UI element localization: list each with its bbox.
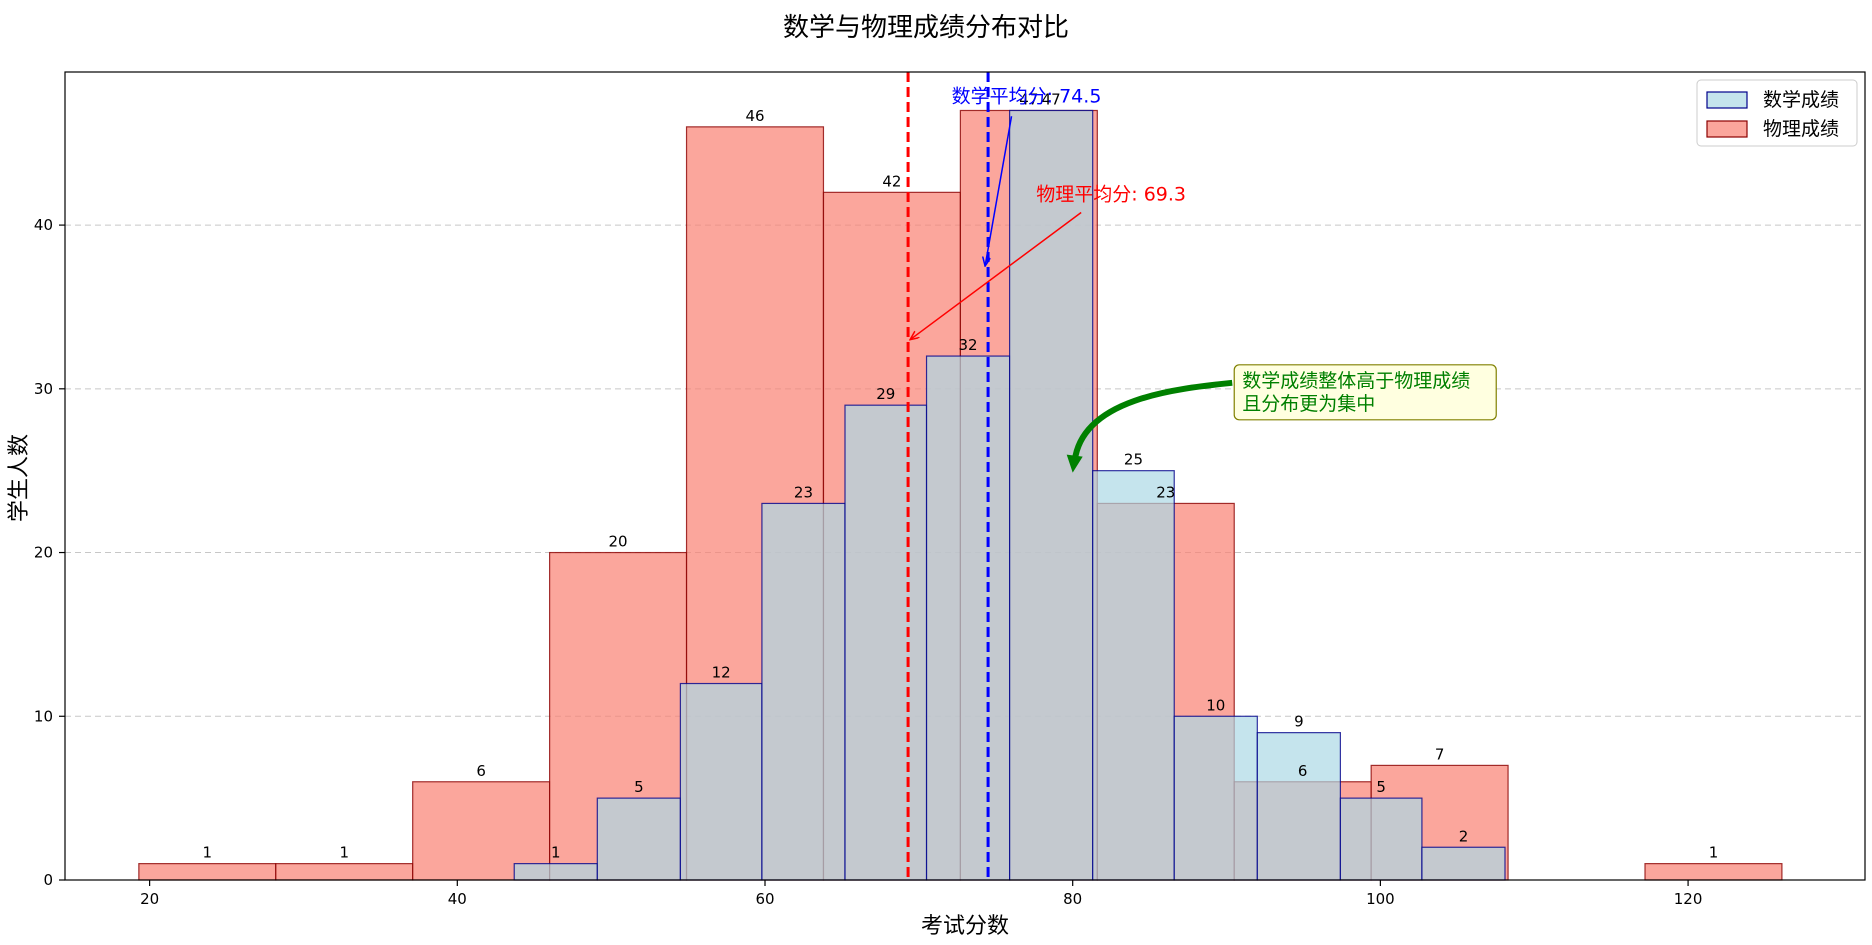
bar-count-label: 20	[609, 533, 628, 551]
bar-physics	[275, 863, 414, 881]
bar-count-label: 6	[1298, 762, 1308, 780]
bar-count-label: 1	[1709, 844, 1719, 862]
bar-count-label: 5	[1376, 778, 1386, 796]
annotation-conclusion-line: 数学成绩整体高于物理成绩	[1242, 370, 1470, 392]
x-tick-label: 100	[1366, 890, 1395, 908]
x-tick-label: 60	[755, 890, 774, 908]
bar-math	[1173, 715, 1258, 881]
legend-swatch	[1706, 91, 1748, 109]
bar-physics	[138, 863, 277, 881]
bar-count-label: 29	[876, 385, 895, 403]
annotation-conclusion: 数学成绩整体高于物理成绩且分布更为集中	[1242, 370, 1470, 415]
bar-math	[844, 404, 928, 881]
bar-count-label: 42	[882, 172, 901, 190]
annotation-arrow-physics	[910, 211, 1082, 340]
bar-count-label: 9	[1294, 713, 1304, 731]
bar-count-label: 6	[476, 762, 486, 780]
bar-math	[1009, 109, 1094, 881]
x-axis-label: 考试分数	[921, 914, 1009, 939]
bar-math	[1256, 732, 1341, 881]
annotation-conclusion-line: 且分布更为集中	[1242, 393, 1375, 415]
bar-math	[679, 682, 763, 881]
bar-math	[1339, 797, 1423, 881]
bar-math	[1092, 470, 1175, 881]
bar-count-label: 1	[203, 844, 213, 862]
annotation-arrow-math	[985, 116, 1013, 266]
legend-label: 数学成绩	[1763, 89, 1839, 111]
bar-count-label: 2	[1459, 827, 1469, 845]
bar-math	[925, 355, 1011, 881]
bar-physics	[1644, 863, 1783, 881]
bar-count-label: 32	[959, 336, 978, 354]
bar-count-label: 5	[634, 778, 644, 796]
bar-math	[513, 863, 598, 881]
bar-count-label: 10	[1206, 696, 1225, 714]
legend-label: 物理成绩	[1763, 118, 1839, 140]
bar-count-label: 12	[712, 664, 731, 682]
bar-math	[1421, 846, 1506, 881]
bar-labels-layer: 1 5 12 23 29 32 47 25 10 9 5 2 1 1 6 20 46 42 47 23 6 7 1	[203, 90, 1719, 861]
y-tick-label: 40	[34, 216, 53, 234]
bar-count-label: 47	[1042, 90, 1061, 108]
y-tick-label: 0	[43, 871, 53, 889]
annotation-curved-arrow	[1071, 379, 1233, 462]
bar-math	[761, 502, 846, 881]
bar-count-label: 1	[339, 844, 349, 862]
bar-count-label: 7	[1435, 745, 1445, 763]
y-tick-label: 30	[34, 380, 53, 398]
x-tick-label: 80	[1063, 890, 1082, 908]
x-tick-label: 20	[140, 890, 159, 908]
bar-count-label: 25	[1124, 451, 1143, 469]
bar-count-label: 23	[794, 483, 813, 501]
annotation-box	[1233, 364, 1497, 421]
bar-math	[596, 797, 681, 881]
bar-count-label: 23	[1156, 483, 1175, 501]
y-tick-label: 20	[34, 544, 53, 562]
plot-frame	[64, 71, 1866, 881]
y-tick-label: 10	[34, 707, 53, 725]
bar-count-label: 46	[745, 107, 764, 125]
x-tick-label: 40	[448, 890, 467, 908]
bars-layer	[138, 109, 1783, 881]
legend-swatch	[1706, 120, 1748, 138]
y-axis-label: 学生人数	[7, 434, 32, 522]
x-tick-label: 120	[1674, 890, 1703, 908]
annotation-physics-mean: 物理平均分: 69.3	[1036, 184, 1186, 206]
annotations-layer: 数学平均分: 74.5 物理平均分: 69.3 数学成绩整体高于物理成绩且分布更为集…	[910, 85, 1497, 473]
chart-title: 数学与物理成绩分布对比	[783, 13, 1069, 43]
annotation-math-mean: 数学平均分: 74.5	[952, 85, 1102, 107]
annotation-curved-arrowhead	[1066, 454, 1083, 473]
bar-count-label: 1	[551, 844, 561, 862]
bar-count-label: 47	[1019, 90, 1038, 108]
